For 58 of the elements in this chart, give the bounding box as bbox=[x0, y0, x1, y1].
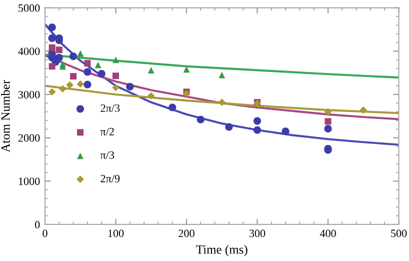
point bbox=[360, 106, 368, 114]
x-tick-label: 200 bbox=[178, 230, 194, 238]
x-axis-title: Time (ms) bbox=[196, 244, 248, 256]
point bbox=[112, 56, 120, 64]
x-tick-label: 0 bbox=[42, 230, 48, 238]
point bbox=[84, 68, 92, 76]
line-series bbox=[44, 54, 399, 79]
line-series bbox=[44, 84, 399, 114]
point bbox=[112, 84, 120, 92]
x-tick-label: 500 bbox=[391, 230, 407, 238]
point bbox=[324, 108, 332, 116]
point bbox=[66, 81, 74, 89]
point bbox=[324, 118, 332, 125]
point bbox=[253, 126, 262, 134]
y-tick-label: 1000 bbox=[18, 178, 40, 186]
y-tick-label: 0 bbox=[34, 220, 40, 228]
point bbox=[253, 117, 262, 125]
point bbox=[48, 34, 56, 42]
legend-label: 2π/9 bbox=[100, 174, 120, 182]
point bbox=[48, 24, 56, 32]
point bbox=[168, 104, 176, 112]
point bbox=[112, 72, 120, 80]
x-tick-label: 300 bbox=[249, 230, 266, 238]
point bbox=[147, 92, 155, 100]
point bbox=[218, 72, 226, 78]
point bbox=[84, 60, 91, 67]
legend-label: π/3 bbox=[100, 151, 114, 159]
point bbox=[48, 63, 56, 70]
line-series bbox=[44, 23, 399, 146]
point bbox=[218, 98, 226, 106]
point bbox=[70, 73, 77, 80]
point bbox=[56, 46, 62, 54]
point bbox=[282, 128, 290, 136]
y-tick-label: 5000 bbox=[18, 4, 40, 12]
point bbox=[324, 124, 332, 133]
point bbox=[76, 80, 84, 88]
x-tick-label: 400 bbox=[320, 230, 336, 238]
y-tick-label: 4000 bbox=[18, 48, 40, 56]
point bbox=[225, 123, 233, 131]
legend-label: π/2 bbox=[100, 128, 114, 136]
y-tick-label: 2000 bbox=[18, 134, 40, 142]
y-tick-label: 3000 bbox=[18, 90, 40, 98]
y-axis-title: Atom Number bbox=[1, 80, 10, 152]
point bbox=[48, 44, 56, 51]
point bbox=[196, 116, 204, 124]
legend-label: 2π/3 bbox=[100, 104, 120, 112]
line-series bbox=[44, 54, 399, 120]
point bbox=[148, 66, 154, 74]
point bbox=[48, 88, 56, 96]
point bbox=[94, 62, 102, 68]
point bbox=[59, 85, 66, 93]
point bbox=[84, 80, 92, 88]
point bbox=[126, 82, 134, 90]
point bbox=[183, 66, 190, 73]
point bbox=[98, 70, 106, 78]
point bbox=[69, 52, 78, 60]
x-tick-label: 100 bbox=[108, 230, 124, 238]
point bbox=[77, 50, 84, 57]
